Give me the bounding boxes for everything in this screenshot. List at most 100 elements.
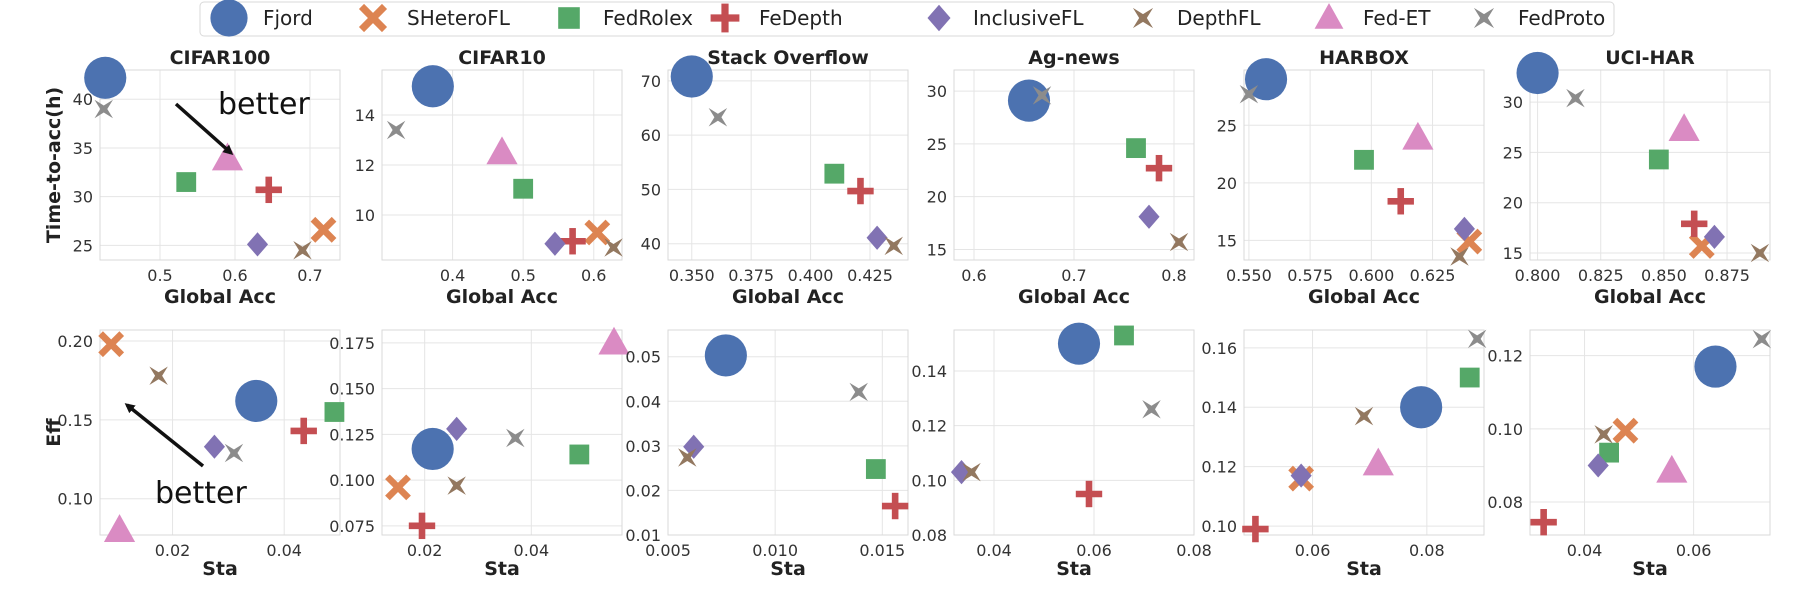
- point-fedproto: [708, 107, 728, 127]
- point-depthfl: [678, 448, 697, 467]
- point-fjord: [1516, 51, 1559, 95]
- point-fedepth: [1387, 188, 1414, 215]
- legend-item-fjord: Fjord: [210, 0, 313, 37]
- point-depthfl: [604, 238, 623, 257]
- point-fed-et: [598, 326, 630, 355]
- y-tick-label: 0.20: [57, 332, 93, 351]
- legend-label: DepthFL: [1177, 6, 1261, 30]
- point-fedepth: [1681, 210, 1708, 238]
- x-tick-label: 0.015: [859, 541, 905, 560]
- y-axis-label: Time-to-acc(h): [43, 87, 65, 243]
- legend-marker-sheterofl: [358, 3, 388, 33]
- point-fedrolex: [176, 172, 197, 192]
- point-inclusivefl: [950, 460, 973, 485]
- panel-6: 0.800 0.825 0.850 0.875 15 20 25 30 UCI-HAR Globa…: [1503, 47, 1771, 308]
- y-tick-label: 40: [73, 90, 93, 109]
- point-fedproto: [1467, 329, 1487, 349]
- panel-4: 0.6 0.7 0.8 15 20 25 30 Ag-news Global Acc: [927, 47, 1195, 308]
- x-tick-label: 0.6: [222, 266, 247, 285]
- x-axis-label: Sta: [484, 558, 520, 580]
- point-inclusivefl: [866, 225, 888, 250]
- panel-title: CIFAR10: [458, 47, 546, 69]
- legend: Fjord SHeteroFL FedRolex FeDepth InclusiveFL…: [199, 0, 1615, 37]
- panel-title: CIFAR100: [170, 47, 271, 69]
- y-tick-label: 0.14: [911, 362, 947, 381]
- x-tick-label: 0.825: [1578, 266, 1624, 285]
- y-tick-label: 20: [1217, 174, 1237, 193]
- y-tick-label: 40: [641, 235, 661, 254]
- legend-label: FedProto: [1518, 6, 1605, 30]
- point-fjord: [411, 65, 454, 108]
- better-annotation-1: better: [174, 87, 310, 155]
- legend-label: FedRolex: [603, 6, 693, 30]
- point-fjord: [1694, 345, 1737, 388]
- point-depthfl: [1750, 243, 1770, 263]
- panel-2: 0.4 0.5 0.6 10 12 14 CIFAR10 Global Acc: [355, 47, 623, 308]
- point-fedrolex: [513, 178, 534, 199]
- point-fedepth: [847, 177, 874, 205]
- y-tick-label: 25: [1503, 143, 1523, 162]
- y-tick-label: 0.05: [625, 348, 661, 367]
- better-label: better: [218, 87, 310, 122]
- point-fedproto: [1752, 329, 1772, 349]
- point-fedproto: [386, 120, 406, 140]
- point-fedepth: [255, 176, 282, 204]
- legend-marker-fedepth: [710, 3, 740, 33]
- point-depthfl: [149, 366, 168, 385]
- point-depthfl: [1450, 247, 1469, 266]
- x-axis-label: Global Acc: [1308, 286, 1420, 308]
- x-tick-label: 0.8: [1161, 266, 1186, 285]
- x-tick-label: 0.575: [1287, 266, 1333, 285]
- x-tick-label: 0.7: [297, 266, 322, 285]
- y-tick-label: 30: [73, 188, 93, 207]
- x-tick-label: 0.06: [1295, 541, 1331, 560]
- y-tick-label: 25: [927, 135, 947, 154]
- y-tick-label: 15: [927, 240, 947, 259]
- y-axis-label: Eff: [43, 418, 65, 447]
- point-fedrolex: [569, 444, 590, 465]
- x-tick-label: 0.600: [1348, 266, 1394, 285]
- x-tick-label: 0.400: [788, 266, 834, 285]
- point-inclusivefl: [544, 231, 566, 256]
- point-fedepth: [1530, 508, 1557, 536]
- panel-11: 0.06 0.08 0.10 0.12 0.14 0.16 Sta: [1201, 329, 1487, 580]
- point-fedproto: [224, 443, 244, 463]
- point-fed-et: [486, 136, 518, 165]
- y-tick-label: 14: [355, 106, 375, 125]
- y-tick-label: 10: [355, 206, 375, 225]
- y-tick-label: 0.08: [911, 526, 947, 545]
- better-label: better: [155, 476, 247, 511]
- point-fedepth: [1075, 480, 1103, 508]
- y-tick-label: 25: [1217, 116, 1237, 135]
- point-fedepth: [1145, 154, 1173, 182]
- y-tick-label: 0.15: [57, 411, 93, 430]
- point-fjord: [84, 56, 127, 99]
- legend-marker-inclusivefl: [927, 4, 951, 32]
- y-tick-label: 0.125: [329, 425, 375, 444]
- legend-marker-depthfl: [1132, 7, 1154, 29]
- panel-3: 0.350 0.375 0.400 0.425 40 50 60 70 Stack Overfl…: [641, 47, 909, 308]
- point-fjord: [1400, 386, 1443, 429]
- panel-8: 0.02 0.04 0.075 0.100 0.125 0.150 0.175 Sta: [329, 326, 630, 580]
- legend-label: Fjord: [263, 6, 313, 30]
- y-tick-label: 15: [1503, 244, 1523, 263]
- x-tick-label: 0.04: [266, 541, 302, 560]
- x-tick-label: 0.6: [961, 266, 986, 285]
- x-axis-label: Sta: [770, 558, 806, 580]
- x-axis-label: Sta: [202, 558, 238, 580]
- point-depthfl: [1354, 406, 1374, 426]
- panel-1: 0.5 0.6 0.7 25 30 35 40 CIFAR100 Global Acc Time-…: [43, 47, 341, 308]
- point-fjord: [670, 55, 713, 98]
- legend-label: FeDepth: [759, 6, 843, 30]
- legend-marker-fedrolex: [558, 7, 580, 29]
- point-fedepth: [559, 228, 586, 255]
- point-fjord: [704, 334, 747, 377]
- y-tick-label: 30: [927, 82, 947, 101]
- better-annotation-2: better: [124, 403, 247, 511]
- point-fedproto: [1032, 86, 1052, 105]
- point-sheterofl: [1612, 417, 1639, 444]
- y-tick-label: 0.04: [625, 392, 661, 411]
- y-tick-label: 0.10: [911, 471, 947, 490]
- legend-marker-fedproto: [1473, 7, 1495, 29]
- y-tick-label: 0.16: [1201, 339, 1237, 358]
